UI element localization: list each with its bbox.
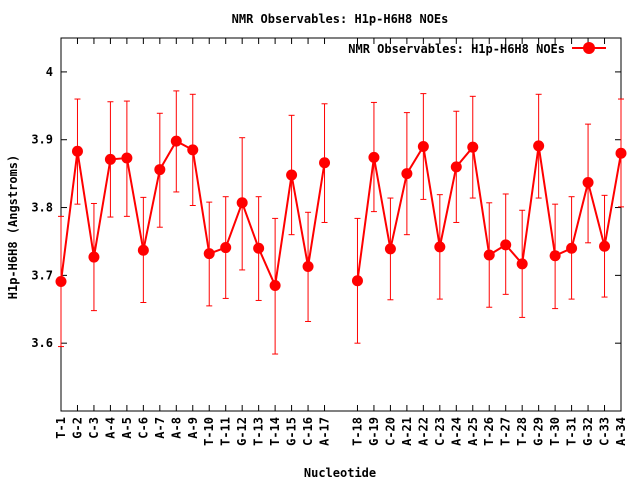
x-category-label: A-9 [186, 417, 200, 439]
x-category-label: G-2 [70, 417, 84, 439]
data-point [467, 141, 479, 153]
legend-label: NMR Observables: H1p-H6H8 NOEs [348, 42, 565, 56]
x-category-label: C-16 [301, 417, 315, 446]
data-point [253, 242, 265, 254]
data-point [71, 145, 83, 157]
data-point [154, 164, 166, 176]
x-category-label: A-24 [449, 417, 463, 446]
legend: NMR Observables: H1p-H6H8 NOEs [348, 42, 606, 56]
x-category-label: T-11 [219, 417, 233, 446]
x-category-label: T-14 [268, 417, 282, 446]
x-category-label: A-22 [416, 417, 430, 446]
data-point [417, 141, 429, 153]
data-point [599, 240, 611, 252]
data-point [516, 258, 528, 270]
x-category-label: A-25 [466, 417, 480, 446]
x-category-label: A-7 [153, 417, 167, 439]
data-point [566, 242, 578, 254]
x-category-label: T-13 [252, 417, 266, 446]
data-point [170, 135, 182, 147]
x-category-label: C-3 [87, 417, 101, 439]
data-point [582, 176, 594, 188]
x-category-label: T-10 [202, 417, 216, 446]
x-category-label: G-12 [235, 417, 249, 446]
data-point [434, 241, 446, 253]
x-category-label: C-33 [598, 417, 612, 446]
data-point [319, 157, 331, 169]
data-point [483, 249, 495, 261]
x-category-label: T-26 [482, 417, 496, 446]
x-category-label: T-1 [54, 417, 68, 439]
y-tick-label: 3.8 [31, 201, 53, 215]
chart-title: NMR Observables: H1p-H6H8 NOEs [232, 12, 449, 26]
y-tick-label: 3.9 [31, 133, 53, 147]
x-category-label: C-6 [136, 417, 150, 439]
data-point [500, 239, 512, 251]
data-point [137, 244, 149, 256]
data-point [615, 147, 627, 159]
data-point [121, 152, 133, 164]
y-axis-title: H1p-H6H8 (Angstroms) [6, 155, 20, 300]
x-category-label: T-27 [499, 417, 513, 446]
data-point [203, 248, 215, 260]
y-tick-label: 3.7 [31, 268, 53, 282]
x-axis-title: Nucleotide [304, 466, 376, 480]
data-point [236, 197, 248, 209]
y-tick-label: 4 [46, 65, 53, 79]
data-point [368, 151, 380, 163]
x-category-label: G-32 [581, 417, 595, 446]
data-point [220, 242, 232, 254]
data-point [55, 275, 67, 287]
x-category-label: A-34 [614, 417, 628, 446]
data-point [269, 280, 281, 292]
y-tick-label: 3.6 [31, 336, 53, 350]
x-category-label: T-31 [565, 417, 579, 446]
x-category-label: G-15 [285, 417, 299, 446]
data-point [104, 153, 116, 165]
data-point [549, 250, 561, 262]
x-category-label: A-5 [120, 417, 134, 439]
data-point [351, 275, 363, 287]
data-point [533, 140, 545, 152]
x-category-label: T-18 [350, 417, 364, 446]
x-category-label: G-29 [532, 417, 546, 446]
x-category-label: C-23 [433, 417, 447, 446]
x-category-label: A-4 [103, 417, 117, 439]
x-category-label: T-30 [548, 417, 562, 446]
x-category-label: G-19 [367, 417, 381, 446]
data-point [401, 168, 413, 180]
data-point [187, 144, 199, 156]
x-category-label: A-8 [169, 417, 183, 439]
x-category-label: A-17 [318, 417, 332, 446]
x-category-label: A-21 [400, 417, 414, 446]
data-point [286, 169, 298, 181]
data-point [88, 251, 100, 263]
data-point [384, 243, 396, 255]
data-point [302, 261, 314, 273]
data-point [450, 161, 462, 173]
x-category-label: C-20 [383, 417, 397, 446]
x-category-label: T-28 [515, 417, 529, 446]
legend-marker-swatch [583, 42, 595, 54]
